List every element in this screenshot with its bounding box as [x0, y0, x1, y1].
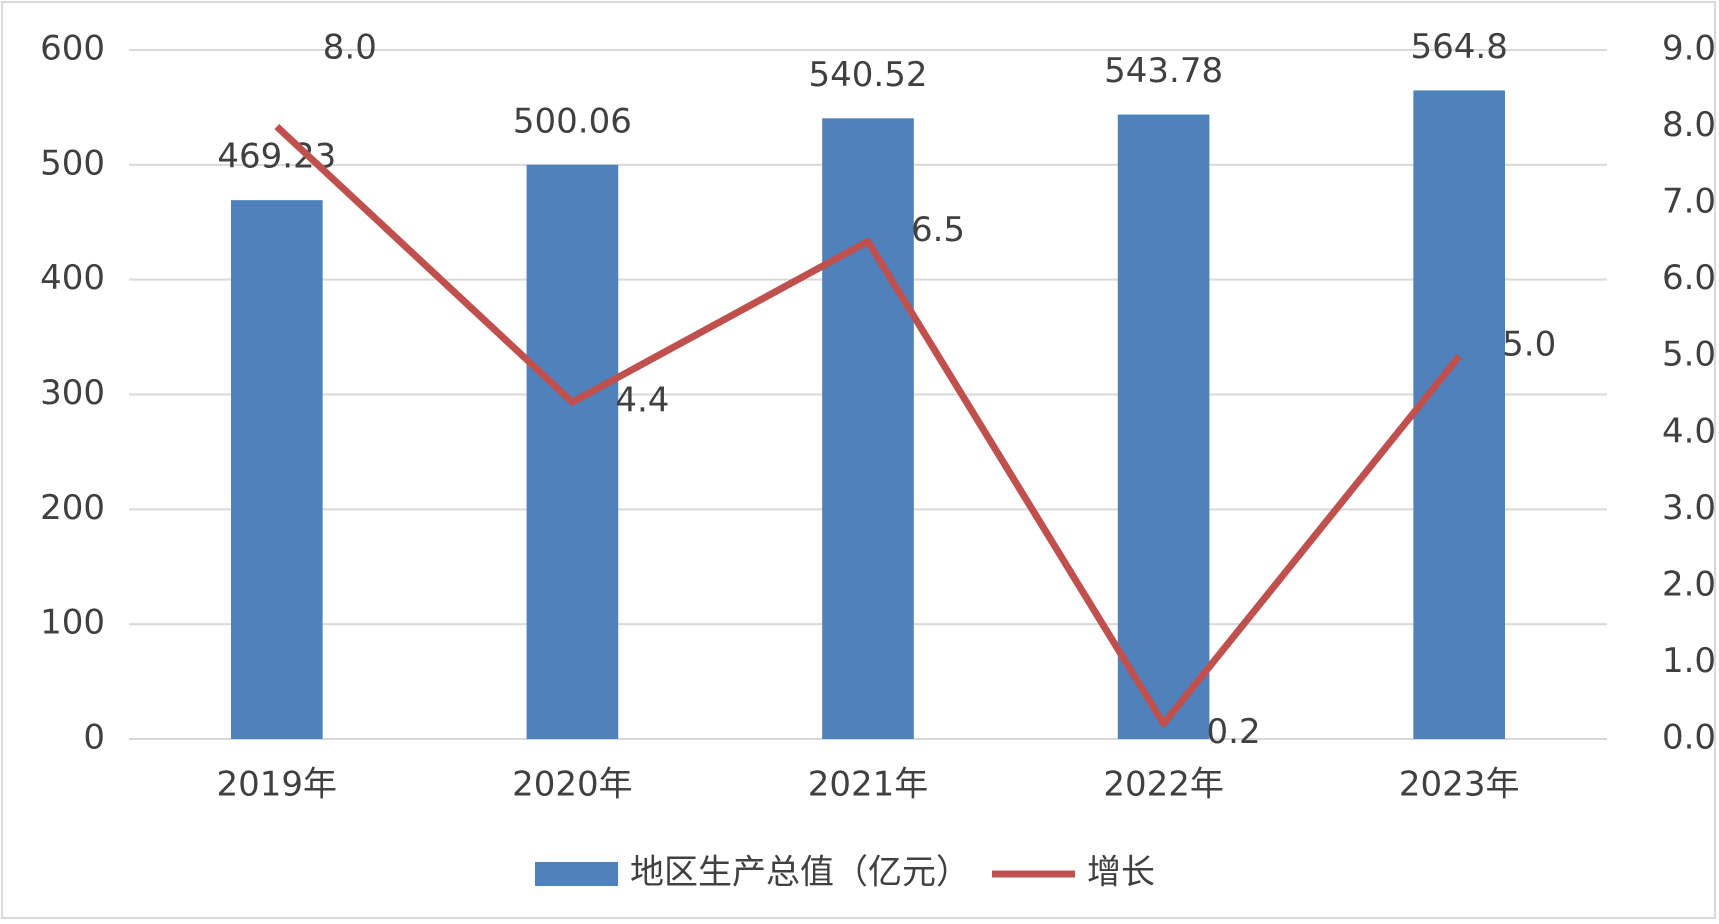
y-tick-label: 300 [40, 373, 105, 413]
bar [1117, 114, 1210, 739]
line-value-label: 8.0 [323, 28, 377, 68]
y2-tick-label: 6.0 [1662, 258, 1716, 298]
bar-value-label: 543.78 [1104, 51, 1223, 91]
bar [230, 200, 323, 740]
x-tick-label: 2021年 [808, 765, 929, 805]
line-value-label: 6.5 [911, 210, 965, 250]
y2-tick-label: 7.0 [1662, 182, 1716, 222]
legend-swatch [535, 862, 618, 886]
bar [526, 164, 619, 740]
y2-tick-label: 8.0 [1662, 105, 1716, 145]
y-tick-label: 500 [40, 143, 105, 183]
y2-tick-label: 9.0 [1662, 29, 1716, 69]
bar-value-label: 500.06 [513, 101, 632, 141]
x-tick-label: 2023年 [1399, 765, 1520, 805]
y2-tick-label: 1.0 [1662, 641, 1716, 681]
bar-value-label: 564.8 [1411, 27, 1508, 67]
bar-value-label: 540.52 [809, 55, 928, 95]
line [274, 123, 1462, 728]
bar [1413, 90, 1506, 740]
y-tick-label: 200 [40, 488, 105, 528]
x-tick-label: 2019年 [217, 765, 338, 805]
y2-tick-label: 2.0 [1662, 564, 1716, 604]
line-value-label: 4.4 [615, 381, 669, 421]
y2-tick-label: 5.0 [1662, 335, 1716, 375]
y-tick-label: 100 [40, 603, 105, 643]
y2-tick-label: 3.0 [1662, 488, 1716, 528]
x-tick-label: 2022年 [1103, 765, 1224, 805]
y-tick-label: 600 [40, 29, 105, 69]
x-tick-label: 2020年 [512, 765, 633, 805]
y-tick-label: 0 [83, 718, 105, 758]
line-value-label: 0.2 [1207, 712, 1261, 752]
bar [822, 118, 914, 740]
y2-tick-label: 4.0 [1662, 411, 1716, 451]
y2-tick-label: 0.0 [1662, 718, 1716, 758]
y-tick-label: 400 [40, 258, 105, 298]
legend-label: 地区生产总值（亿元） [630, 853, 970, 893]
legend-label: 增长 [1087, 853, 1155, 893]
bar-value-label: 469.23 [217, 137, 336, 177]
line-value-label: 5.0 [1502, 325, 1556, 365]
